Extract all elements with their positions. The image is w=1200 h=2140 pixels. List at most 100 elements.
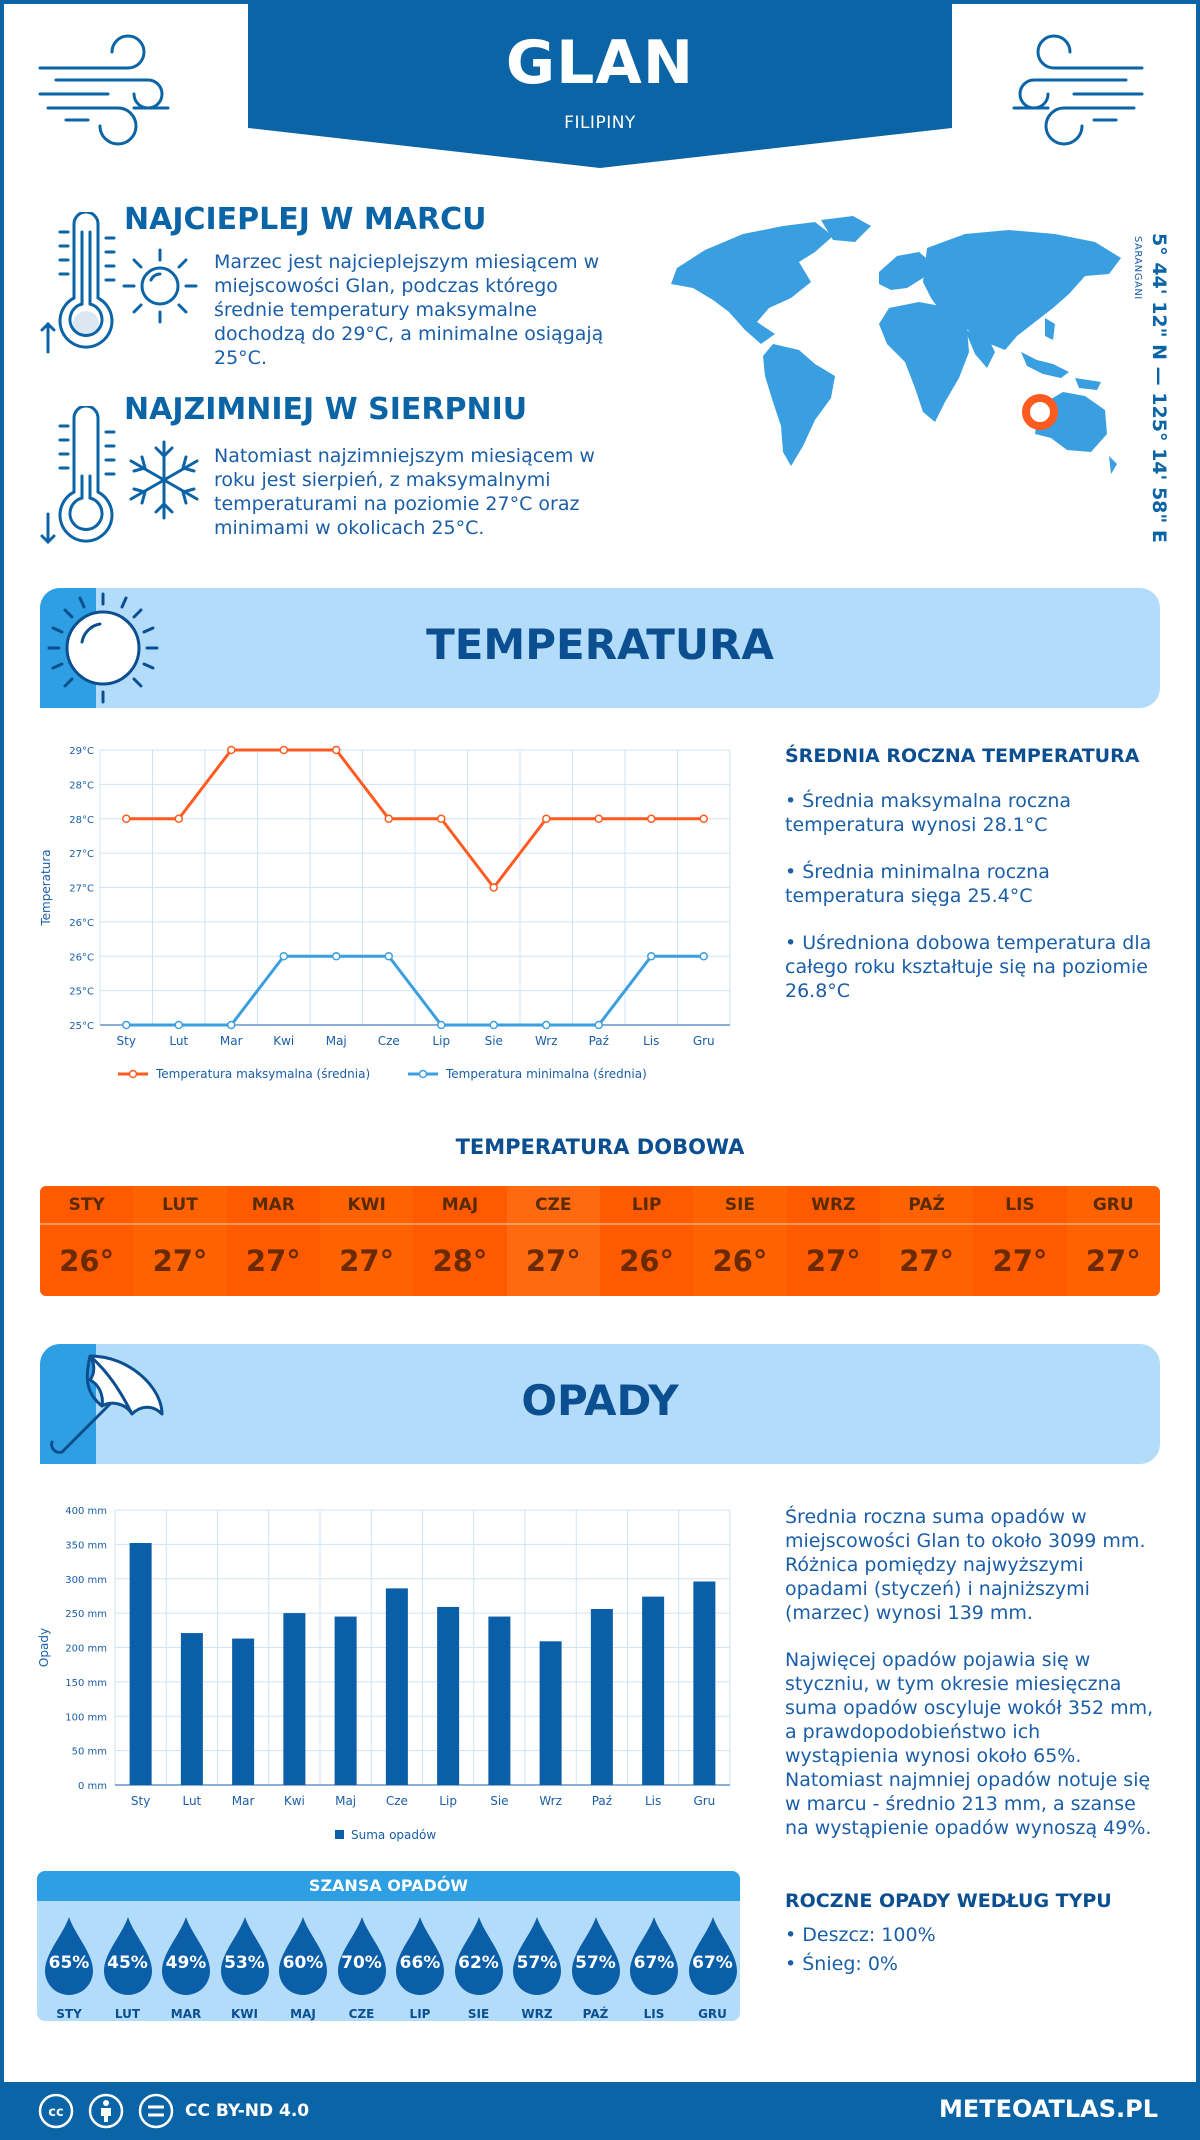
y-tick-label: 28°C <box>69 780 94 791</box>
chance-month: PAŹ <box>582 2007 609 2021</box>
chance-value: 57% <box>575 1953 616 1973</box>
data-point <box>384 952 393 961</box>
y-tick-label: 26°C <box>69 952 94 963</box>
thermometer-cold-icon <box>40 406 116 545</box>
city-title: GLAN <box>505 28 695 98</box>
x-tick-label: Kwi <box>284 1794 305 1808</box>
region-label: SARANGANI <box>1132 236 1143 300</box>
chance-value: 57% <box>516 1953 558 1973</box>
y-tick-label: 27°C <box>69 884 94 895</box>
y-tick-label: 200 mm <box>65 1644 107 1655</box>
temp-stats-title: ŚREDNIA ROCZNA TEMPERATURA <box>785 745 1140 767</box>
license-text: CC BY-ND 4.0 <box>185 2101 310 2121</box>
chance-month: LIS <box>643 2007 665 2021</box>
daily-temp-month: SIE <box>693 1186 787 1225</box>
data-point <box>489 1020 498 1030</box>
x-tick-label: Sie <box>485 1034 503 1048</box>
daily-temp-cell: KWI 27° <box>319 1186 414 1296</box>
data-point <box>122 814 131 823</box>
data-point <box>279 952 288 961</box>
legend-entry: Suma opadów <box>351 1828 436 1842</box>
world-map <box>671 216 1121 474</box>
daily-temp-cell: MAJ 28° <box>413 1186 507 1296</box>
data-point <box>437 814 446 823</box>
x-tick-label: Lut <box>169 1034 188 1048</box>
daily-temp-title: TEMPERATURA DOBOWA <box>455 1135 745 1159</box>
x-tick-label: Paź <box>592 1794 612 1808</box>
daily-temp-cell: PAŹ 27° <box>879 1186 974 1296</box>
chance-month: GRU <box>698 2007 727 2021</box>
header-banner: GLAN FILIPINY <box>248 0 952 168</box>
license-icons: cc <box>38 2093 174 2129</box>
coldest-title: NAJZIMNIEJ W SIERPNIU <box>124 392 528 427</box>
location-marker <box>1022 394 1058 430</box>
chance-month: WRZ <box>521 2007 553 2021</box>
x-tick-label: Kwi <box>273 1034 294 1048</box>
precip-banner: OPADY <box>40 1344 1160 1464</box>
data-point <box>594 1020 603 1030</box>
bar <box>334 1616 357 1785</box>
daily-temp-cell: LIP 26° <box>599 1186 694 1296</box>
daily-temp-cell: MAR 27° <box>226 1186 320 1296</box>
y-tick-label: 100 mm <box>65 1712 107 1723</box>
bar <box>590 1609 613 1785</box>
chance-value: 60% <box>282 1953 324 1973</box>
daily-temp-value: 28° <box>432 1243 488 1278</box>
umbrella-icon <box>40 1344 164 1464</box>
warmest-text: Marzec jest najcieplejszym miesiącem w m… <box>214 251 604 369</box>
series-line <box>126 954 704 1027</box>
daily-temp-value: 26° <box>59 1243 115 1278</box>
y-tick-label: 350 mm <box>65 1540 107 1551</box>
rain-drop-icon: 62% SIE <box>453 1915 505 2021</box>
legend-entry: Temperatura minimalna (średnia) <box>445 1067 647 1081</box>
chance-value: 53% <box>224 1953 265 1973</box>
data-point <box>122 1020 131 1030</box>
data-point <box>174 1020 183 1030</box>
daily-temp-value: 26° <box>712 1243 768 1278</box>
x-tick-label: Paź <box>589 1034 609 1048</box>
site-link[interactable]: METEOATLAS.PL <box>938 2095 1158 2123</box>
chance-value: 66% <box>399 1953 441 1973</box>
data-point <box>174 814 183 823</box>
y-tick-label: 26°C <box>69 918 94 929</box>
daily-temp-cell: WRZ 27° <box>786 1186 880 1296</box>
bar <box>180 1633 203 1785</box>
y-tick-label: 250 mm <box>65 1609 107 1620</box>
daily-temp-value: 27° <box>805 1243 861 1278</box>
bar <box>693 1581 716 1785</box>
x-tick-label: Lut <box>182 1794 201 1808</box>
y-tick-label: 28°C <box>69 815 94 826</box>
legend-swatch <box>335 1830 344 1839</box>
x-tick-label: Lis <box>643 1034 659 1048</box>
daily-temp-value: 27° <box>1085 1243 1141 1278</box>
x-tick-label: Maj <box>335 1794 356 1808</box>
precip-chance-panel: SZANSA OPADÓW 65% STY 45% LUT 49% MAR 53% KWI 60… <box>37 1871 740 2021</box>
data-point <box>332 952 341 961</box>
daily-temp-cell: LIS 27° <box>973 1186 1067 1296</box>
daily-temp-month: LUT <box>133 1186 227 1225</box>
y-tick-label: 400 mm <box>65 1506 107 1517</box>
chance-value: 49% <box>165 1953 207 1973</box>
temperature-chart: 25°C 25°C 26°C 26°C 27°C 27°C 28°C 28°C 29°C Sty L… <box>39 745 731 1081</box>
y-axis-label: Temperatura <box>39 849 53 926</box>
data-point <box>542 814 551 823</box>
daily-temp-cell: LUT 27° <box>133 1186 227 1296</box>
data-point <box>647 952 656 961</box>
y-tick-label: 25°C <box>69 987 94 998</box>
rain-drop-icon: 45% LUT <box>102 1915 154 2021</box>
y-tick-label: 300 mm <box>65 1575 107 1586</box>
daily-temp-month: GRU <box>1066 1186 1160 1225</box>
daily-temp-month: CZE <box>506 1186 600 1225</box>
y-tick-label: 0 mm <box>78 1781 107 1792</box>
data-point <box>699 952 708 961</box>
y-tick-label: 50 mm <box>72 1747 107 1758</box>
precip-types-title: ROCZNE OPADY WEDŁUG TYPU <box>785 1890 1112 1912</box>
chance-value: 45% <box>107 1953 148 1973</box>
x-tick-label: Wrz <box>535 1034 558 1048</box>
legend-swatch <box>128 1069 138 1079</box>
chance-month: SIE <box>467 2007 490 2021</box>
rain-drop-icon: 57% WRZ <box>511 1915 563 2021</box>
bar <box>385 1588 408 1785</box>
rain-drop-icon: 60% MAJ <box>277 1915 329 2021</box>
x-tick-label: Cze <box>386 1794 408 1808</box>
